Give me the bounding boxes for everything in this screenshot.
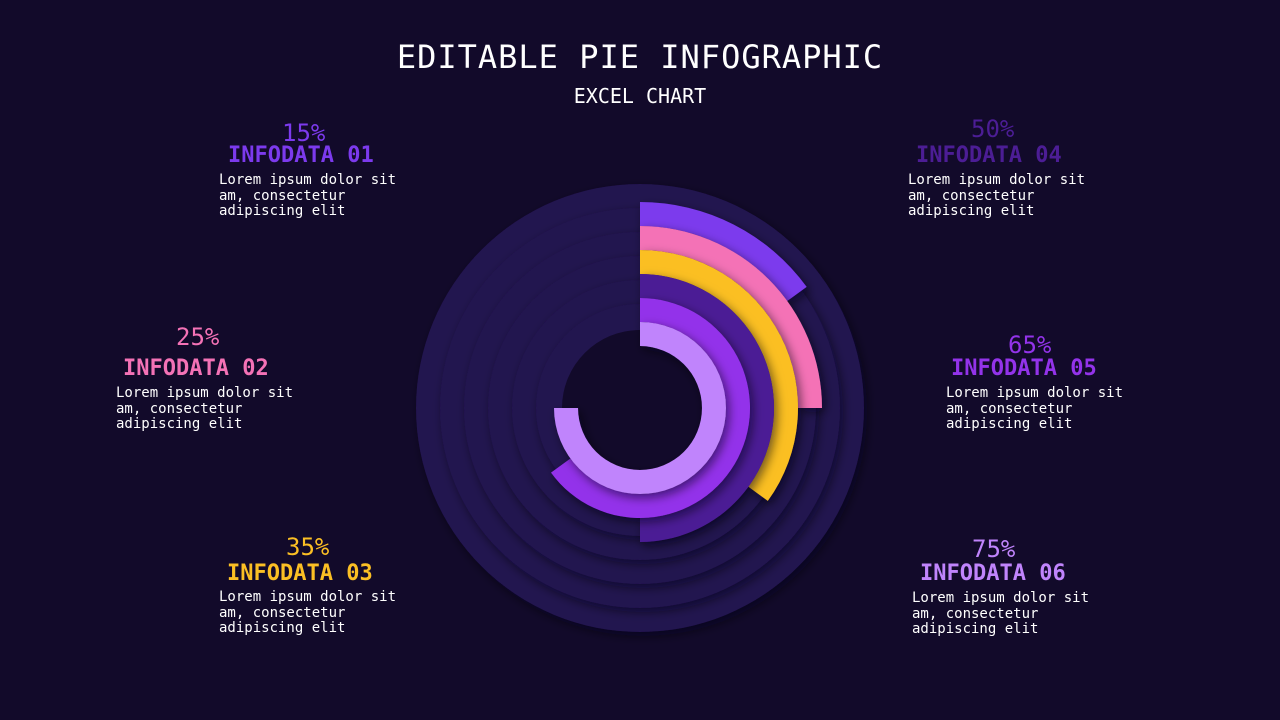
center-hole: [562, 330, 718, 486]
chart-title: EDITABLE PIE INFOGRAPHIC: [396, 38, 884, 76]
legend-description-05: Lorem ipsum dolor sit am, consectetur ad…: [946, 385, 1124, 432]
legend-name-01: INFODATA 01: [228, 143, 374, 168]
legend-percent-02: 25%: [176, 323, 220, 351]
legend-name-02: INFODATA 02: [123, 356, 269, 381]
legend-percent-03: 35%: [286, 533, 330, 561]
ring-arcs: [551, 202, 822, 542]
legend-name-04: INFODATA 04: [916, 143, 1062, 168]
legend-description-01: Lorem ipsum dolor sit am, consectetur ad…: [219, 172, 397, 219]
ring-arc-04: [640, 274, 774, 542]
legend-description-03: Lorem ipsum dolor sit am, consectetur ad…: [219, 589, 397, 636]
ring-arc-03: [640, 250, 798, 501]
legend-percent-01: 15%: [282, 119, 326, 147]
legend-percent-05: 65%: [1008, 331, 1052, 359]
ring-arc-02: [640, 226, 822, 408]
legend-description-02: Lorem ipsum dolor sit am, consectetur ad…: [116, 385, 294, 432]
legend-description-06: Lorem ipsum dolor sit am, consectetur ad…: [912, 590, 1090, 637]
legend-percent-06: 75%: [972, 535, 1016, 563]
legend-description-04: Lorem ipsum dolor sit am, consectetur ad…: [908, 172, 1086, 219]
chart-subtitle: EXCEL CHART: [573, 84, 707, 108]
legend-name-03: INFODATA 03: [227, 561, 373, 586]
legend-name-05: INFODATA 05: [951, 356, 1097, 381]
legend-name-06: INFODATA 06: [920, 561, 1066, 586]
ring-arc-01: [640, 202, 807, 302]
legend-percent-04: 50%: [971, 115, 1015, 143]
